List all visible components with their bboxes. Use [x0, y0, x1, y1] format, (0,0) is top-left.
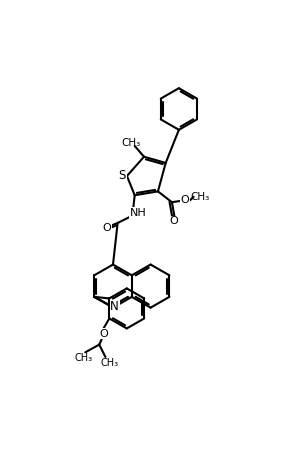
- Text: S: S: [119, 169, 126, 183]
- Text: N: N: [110, 300, 119, 313]
- Text: O: O: [103, 223, 111, 233]
- Text: CH₃: CH₃: [75, 354, 93, 363]
- Text: O: O: [170, 216, 179, 226]
- Text: CH₃: CH₃: [190, 192, 209, 202]
- Text: CH₃: CH₃: [121, 138, 141, 148]
- Text: NH: NH: [130, 208, 146, 218]
- Text: O: O: [99, 329, 108, 339]
- Text: O: O: [181, 195, 189, 205]
- Text: CH₃: CH₃: [100, 358, 118, 368]
